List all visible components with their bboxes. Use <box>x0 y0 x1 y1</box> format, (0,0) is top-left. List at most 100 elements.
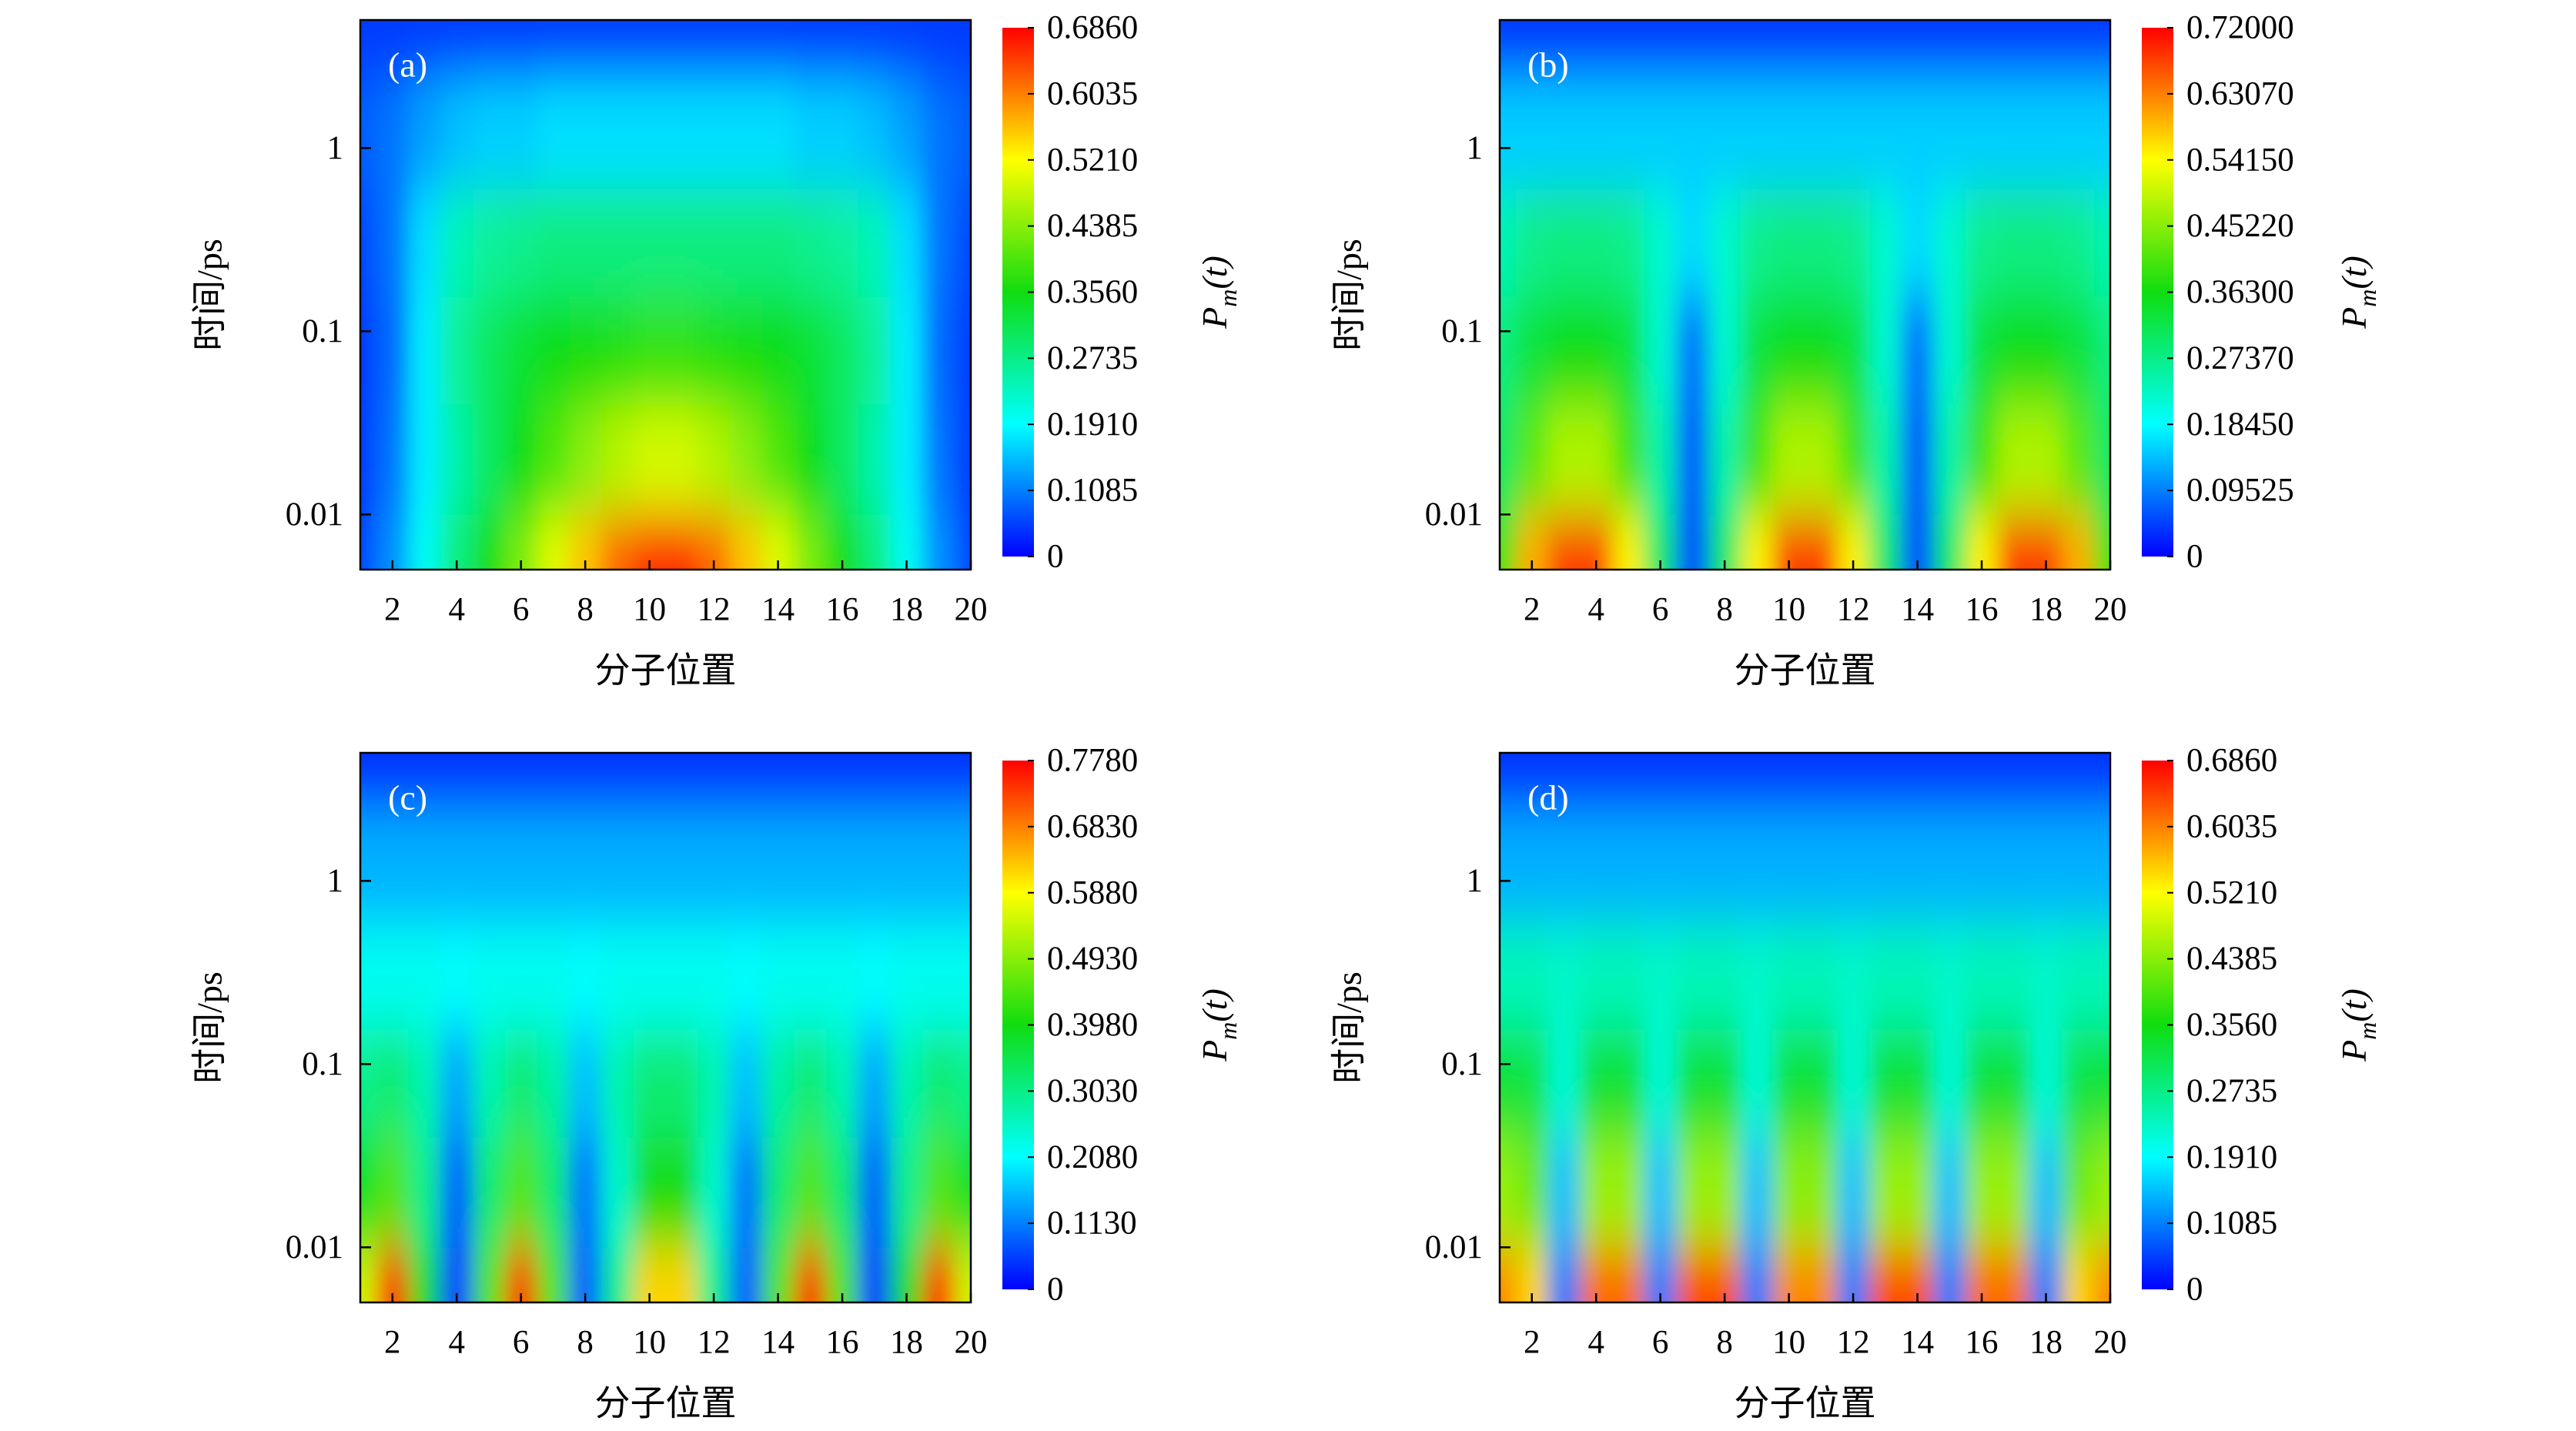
contour-cell <box>1500 809 1517 922</box>
contour-cell <box>1547 1137 1581 1248</box>
contour-cell <box>1805 753 1838 811</box>
contour-cell <box>955 921 971 1030</box>
contour-cell <box>1772 20 1805 78</box>
x-tick-label: 8 <box>577 1325 594 1361</box>
contour-cell <box>440 296 473 405</box>
contour-cell <box>1500 296 1517 405</box>
contour-cell <box>1612 1029 1645 1138</box>
contour-cell <box>1676 514 1709 570</box>
contour-cell <box>1676 1247 1709 1302</box>
contour-cell <box>1772 753 1805 811</box>
contour-cell <box>1500 1029 1517 1138</box>
colorbar-label-base: P <box>1195 1040 1234 1062</box>
contour-cell <box>1612 296 1645 405</box>
contour-cell <box>1933 404 1966 515</box>
contour-cell <box>1837 189 1870 297</box>
contour-cell <box>408 296 441 405</box>
contour-cell <box>2094 514 2110 570</box>
contour-cell <box>1708 809 1741 922</box>
contour-cell <box>1547 189 1581 297</box>
colorbar-tick-label: 0.6035 <box>2186 808 2277 844</box>
contour-cell <box>601 1029 634 1138</box>
contour-cell <box>1515 921 1549 1030</box>
contour-cell <box>1837 76 1870 189</box>
contour-cell <box>440 753 473 811</box>
contour-cell <box>1772 404 1805 515</box>
colorbar-tick-label: 0.4930 <box>1047 941 1138 977</box>
contour-cell <box>955 1137 971 1248</box>
x-tick-label: 8 <box>1716 1325 1733 1361</box>
contour-cell <box>2029 753 2062 811</box>
contour-cell <box>922 76 955 189</box>
contour-cell <box>665 753 698 811</box>
x-tick-label: 2 <box>1524 1325 1541 1361</box>
contour-cell <box>504 809 538 922</box>
contour-cell <box>504 76 538 189</box>
x-tick-label: 12 <box>1837 592 1870 628</box>
x-tick-label: 10 <box>633 592 666 628</box>
contour-cell <box>858 189 892 297</box>
contour-cell <box>922 921 955 1030</box>
contour-cell <box>569 20 602 78</box>
contour-cell <box>1772 1029 1805 1138</box>
contour-cell <box>376 296 410 405</box>
contour-cell <box>408 404 441 515</box>
panel-label: (d) <box>1527 778 1569 817</box>
contour-cell <box>698 1029 731 1138</box>
contour-cell <box>1933 753 1966 811</box>
contour-cell <box>665 296 698 405</box>
contour-cell <box>761 809 795 922</box>
contour-cell <box>761 296 795 405</box>
contour-cell <box>826 753 859 811</box>
colorbar-tick-label: 0.36300 <box>2186 274 2294 310</box>
contour-cell <box>1805 921 1838 1030</box>
contour-cell <box>2029 921 2062 1030</box>
contour-cell <box>1676 76 1709 189</box>
contour-cell <box>473 1247 506 1302</box>
contour-cell <box>1515 1029 1549 1138</box>
contour-cell <box>1933 1137 1966 1248</box>
contour-cell <box>1772 1137 1805 1248</box>
contour-cell <box>1837 1137 1870 1248</box>
contour-cell <box>794 1137 827 1248</box>
x-tick-label: 14 <box>1901 592 1934 628</box>
contour-cell <box>890 1029 923 1138</box>
contour-cell <box>1644 753 1678 811</box>
contour-cell <box>1837 809 1870 922</box>
colorbar-label-sub: m <box>1214 289 1242 307</box>
colorbar-tick-label: 0.6860 <box>1047 10 1138 46</box>
contour-cell <box>1805 189 1838 297</box>
x-tick-label: 20 <box>2094 1325 2127 1361</box>
contour-cell <box>504 921 538 1030</box>
contour-cell <box>794 404 827 515</box>
contour-cell <box>1741 921 1774 1030</box>
contour-cell <box>890 921 923 1030</box>
x-tick-label: 16 <box>826 1325 859 1361</box>
contour-cell <box>1580 809 1613 922</box>
contour-cell <box>1547 404 1581 515</box>
contour-cell <box>408 1029 441 1138</box>
contour-cell <box>601 1137 634 1248</box>
contour-cell <box>665 20 698 78</box>
contour-cell <box>1965 76 1999 189</box>
contour-cell <box>1612 514 1645 570</box>
contour-cell <box>537 1137 570 1248</box>
contour-cell <box>1837 296 1870 405</box>
panel-label: (b) <box>1527 45 1569 85</box>
contour-cell <box>1644 921 1678 1030</box>
contour-cell <box>698 1137 731 1248</box>
colorbar-label-rest: (t) <box>2334 256 2374 289</box>
contour-cell <box>1741 404 1774 515</box>
contour-cell <box>1547 921 1581 1030</box>
contour-cell <box>1837 20 1870 78</box>
contour-cell <box>2094 1029 2110 1138</box>
contour-cell <box>601 753 634 811</box>
contour-cell <box>1644 189 1678 297</box>
contour-cell <box>922 1247 955 1302</box>
contour-cell <box>1837 921 1870 1030</box>
contour-cell <box>1901 296 1934 405</box>
contour-cell <box>633 1137 666 1248</box>
x-axis-label: 分子位置 <box>1735 651 1876 690</box>
contour-cell <box>1676 753 1709 811</box>
y-axis-label: 时间/ps <box>1330 239 1369 351</box>
